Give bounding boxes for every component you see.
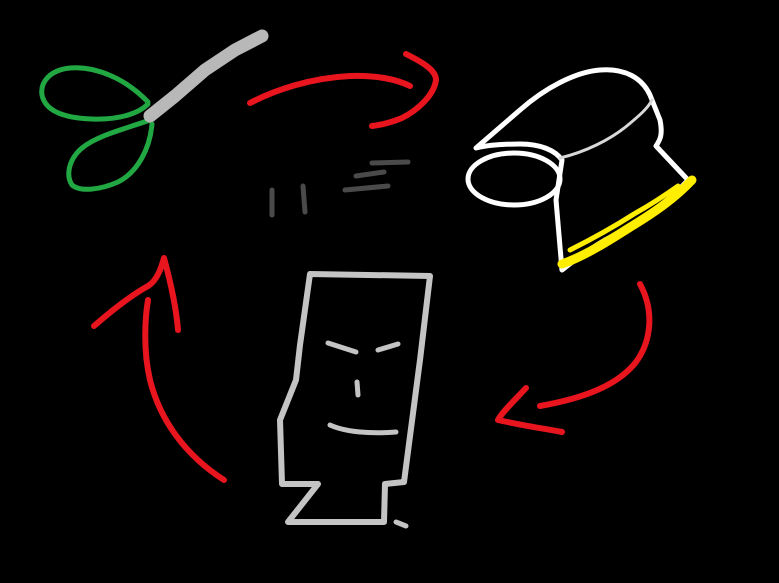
cycle-arrow-top xyxy=(247,51,439,129)
toilet-paper-roll-icon xyxy=(465,67,697,273)
cycle-arrow-left xyxy=(91,255,227,483)
arrow-right-shaft xyxy=(537,281,653,409)
cycle-arrow-right xyxy=(495,281,653,435)
character-foot xyxy=(393,519,409,529)
scissors-blade-edge xyxy=(155,57,223,115)
scribble-line-3 xyxy=(342,183,391,193)
arrow-left-shaft xyxy=(142,297,227,483)
character-brow-right xyxy=(375,341,401,353)
roll-hole xyxy=(465,150,563,208)
scissors-icon xyxy=(39,29,269,192)
scribble-line-2 xyxy=(300,183,308,215)
center-scribble-marks xyxy=(269,159,411,218)
scissors-handle-bottom xyxy=(66,117,155,192)
arrow-right-head xyxy=(495,385,565,435)
scribble-line-5 xyxy=(369,159,411,166)
arrow-left-head xyxy=(91,255,181,333)
paper-character-icon xyxy=(277,271,433,529)
roll-inner-edge xyxy=(558,98,654,160)
character-body xyxy=(277,271,433,525)
arrow-top-shaft xyxy=(247,72,413,106)
roll-paper-edge xyxy=(557,175,697,269)
scissors-handle-top xyxy=(39,65,151,122)
roll-paper-edge-fill xyxy=(567,183,681,253)
roll-body xyxy=(473,67,691,273)
character-mouth xyxy=(327,422,399,436)
character-nose xyxy=(354,379,361,398)
arrow-top-head xyxy=(369,51,439,129)
character-brow-left xyxy=(325,340,359,355)
scribble-line-4 xyxy=(353,169,387,179)
